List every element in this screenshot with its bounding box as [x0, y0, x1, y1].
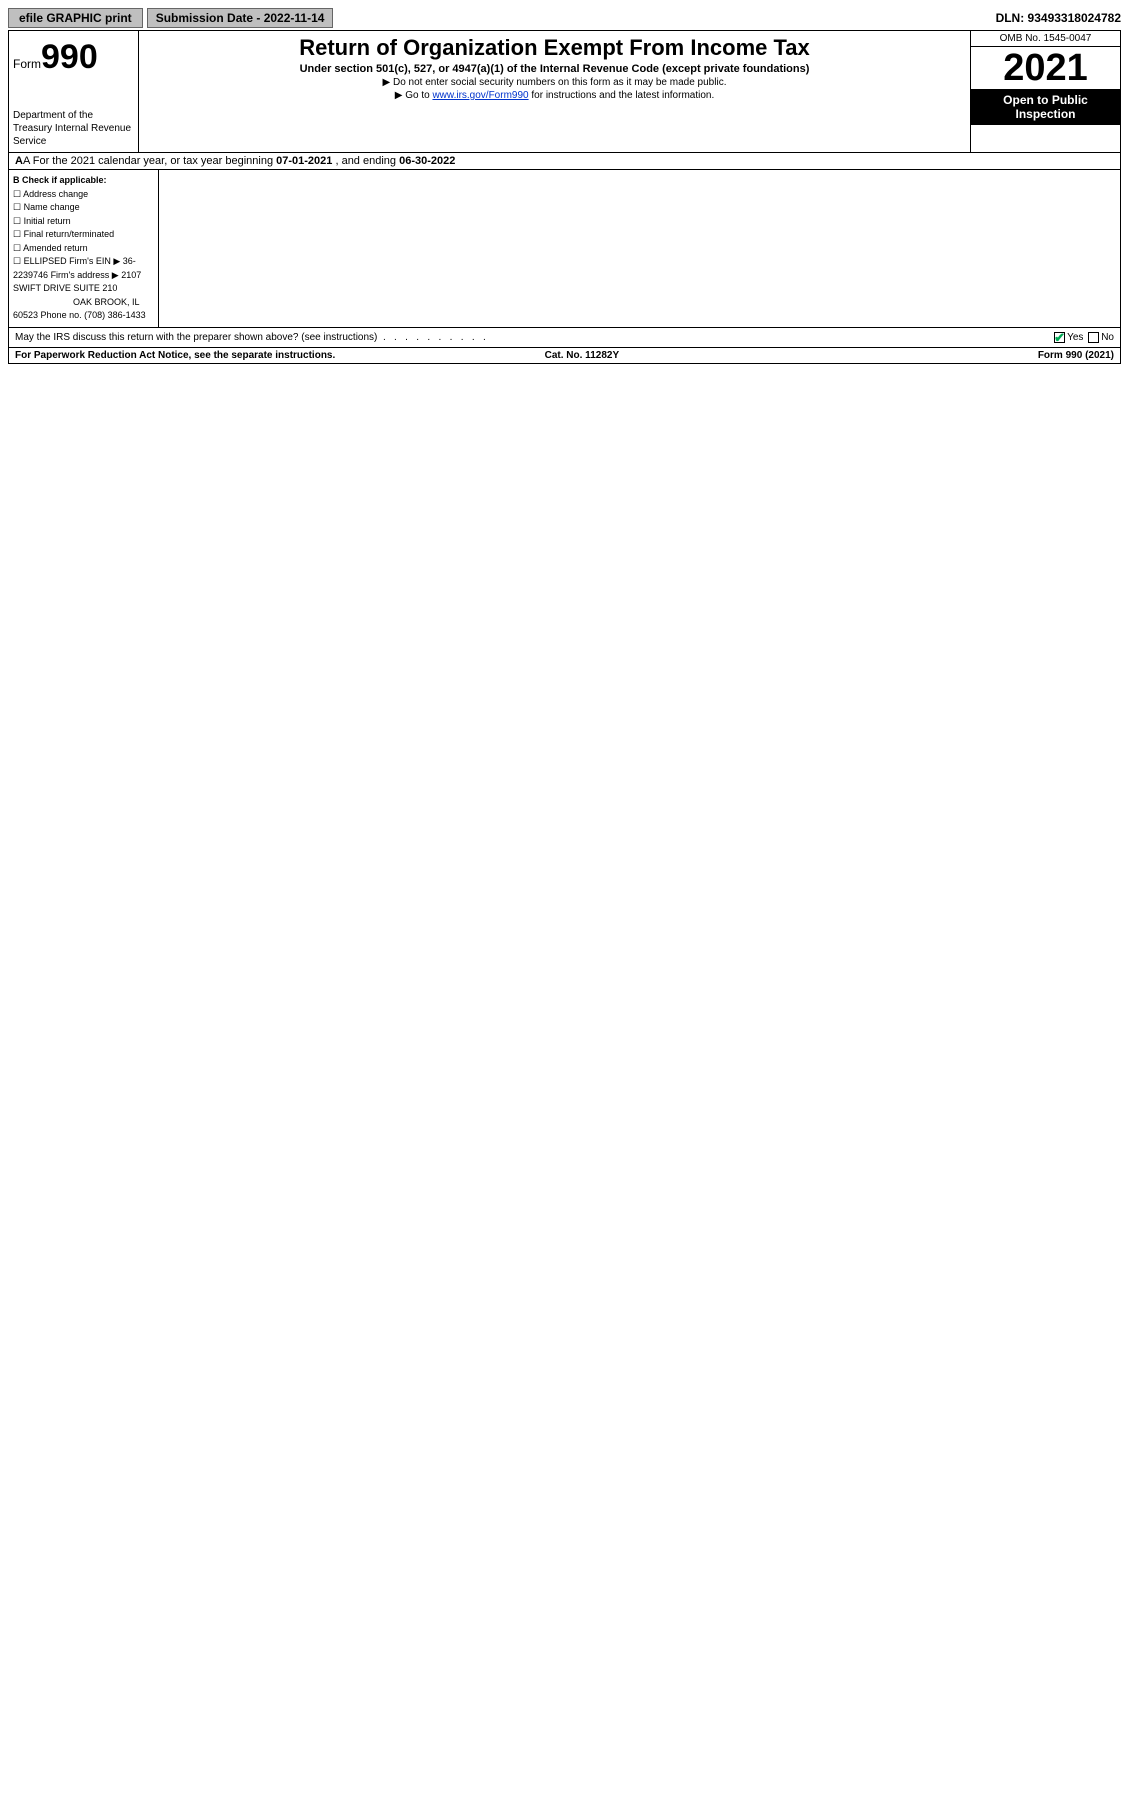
submission-date-label: Submission Date - 2022-11-14 [147, 8, 334, 28]
inspection-label: Open to Public Inspection [971, 89, 1120, 125]
irs-discuss-row: May the IRS discuss this return with the… [8, 328, 1121, 348]
efile-print-button[interactable]: efile GRAPHIC print [8, 8, 143, 28]
tax-year: 2021 [971, 47, 1120, 89]
chk-name-change[interactable]: ☐ Name change [13, 201, 154, 215]
page-footer: For Paperwork Reduction Act Notice, see … [8, 348, 1121, 364]
form-subtitle: Under section 501(c), 527, or 4947(a)(1)… [147, 63, 962, 75]
chk-discuss-yes[interactable] [1054, 332, 1065, 343]
chk-initial-return[interactable]: ☐ Initial return [13, 215, 154, 229]
chk-address-change[interactable]: ☐ Address change [13, 188, 154, 202]
form-header: Form990 Department of the Treasury Inter… [8, 31, 1121, 153]
irs-link[interactable]: www.irs.gov/Form990 [432, 90, 528, 101]
row-a-tax-year: AA For the 2021 calendar year, or tax ye… [8, 153, 1121, 170]
pra-notice: For Paperwork Reduction Act Notice, see … [15, 350, 335, 361]
form-note-2: ▶ Go to www.irs.gov/Form990 for instruct… [147, 90, 962, 101]
col-b-checkboxes: B Check if applicable: ☐ Address change … [9, 170, 159, 327]
topbar: efile GRAPHIC print Submission Date - 20… [8, 8, 1121, 31]
section-bcd: B Check if applicable: ☐ Address change … [8, 170, 1121, 328]
omb-number: OMB No. 1545-0047 [971, 31, 1120, 47]
chk-application-pending[interactable]: ☐ ELLIPSED Firm's EIN ▶ 36-2239746 Firm'… [13, 255, 154, 323]
chk-final-return[interactable]: ☐ Final return/terminated [13, 228, 154, 242]
cat-number: Cat. No. 11282Y [545, 350, 619, 361]
dln-label: DLN: 93493318024782 [996, 11, 1121, 25]
chk-discuss-no[interactable] [1088, 332, 1099, 343]
chk-amended[interactable]: ☐ Amended return [13, 242, 154, 256]
form-note-1: ▶ Do not enter social security numbers o… [147, 77, 962, 88]
form-number: Form990 [13, 35, 134, 79]
dept-label: Department of the Treasury Internal Reve… [13, 109, 134, 148]
form-ref: Form 990 (2021) [1038, 350, 1114, 361]
form-title: Return of Organization Exempt From Incom… [147, 35, 962, 61]
